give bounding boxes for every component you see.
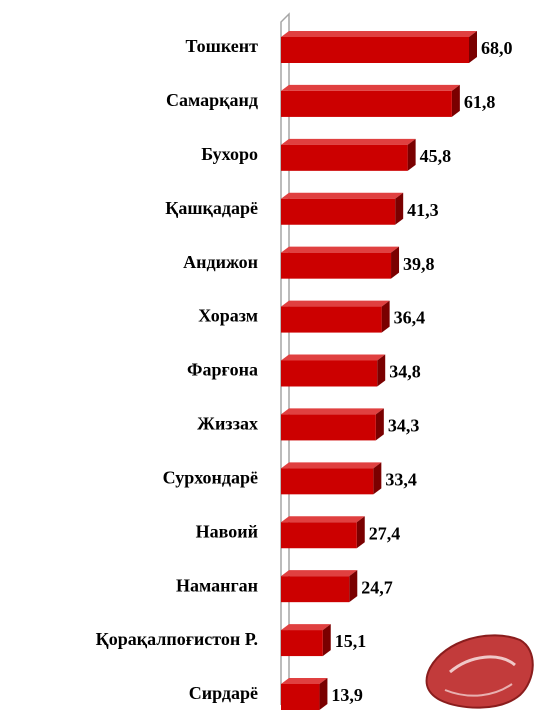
bar-top (281, 624, 331, 630)
bar (281, 522, 357, 548)
bar-top (281, 516, 365, 522)
value-label: 34,8 (389, 362, 421, 382)
category-label: Сурхондарё (163, 467, 258, 487)
value-label: 41,3 (407, 200, 439, 220)
meat-illustration (427, 635, 533, 707)
value-label: 36,4 (394, 308, 426, 328)
bar-top (281, 408, 384, 414)
value-label: 68,0 (481, 38, 513, 58)
bar (281, 145, 408, 171)
bar (281, 91, 452, 117)
category-label: Тошкент (185, 36, 258, 56)
value-label: 34,3 (388, 416, 420, 436)
bar-top (281, 139, 416, 145)
bar-top (281, 462, 381, 468)
value-label: 24,7 (361, 577, 393, 597)
value-label: 27,4 (369, 523, 401, 543)
category-label: Хоразм (198, 306, 258, 326)
bar (281, 199, 395, 225)
bar (281, 361, 377, 387)
bar-top (281, 355, 385, 361)
bar (281, 630, 323, 656)
value-label: 61,8 (464, 92, 496, 112)
category-label: Наманган (176, 575, 258, 595)
bar-top (281, 193, 403, 199)
bar-top (281, 678, 327, 684)
meat (427, 635, 533, 707)
category-label: Жиззах (197, 414, 258, 434)
category-label: Андижон (183, 252, 258, 272)
value-label: 15,1 (335, 631, 367, 651)
bar-top (281, 570, 357, 576)
bar (281, 253, 391, 279)
category-label: Бухоро (201, 144, 258, 164)
category-label: Самарқанд (166, 90, 258, 110)
bar (281, 468, 373, 494)
category-label: Фарғона (187, 360, 258, 380)
chart: Тошкент 68,0 Самарқанд 61,8 Бухоро 45,8 Қашқад… (0, 0, 538, 715)
bar (281, 37, 469, 63)
category-label: Навоий (196, 521, 258, 541)
bar-top (281, 247, 399, 253)
bar (281, 307, 382, 333)
bar (281, 576, 349, 602)
category-label: Сирдарё (189, 683, 258, 703)
bar (281, 684, 319, 710)
value-label: 45,8 (420, 146, 452, 166)
bar-top (281, 31, 477, 37)
value-label: 39,8 (403, 254, 435, 274)
bar-top (281, 85, 460, 91)
value-label: 33,4 (385, 469, 417, 489)
value-label: 13,9 (331, 685, 363, 705)
category-label: Қашқадарё (165, 198, 258, 218)
bar (281, 414, 376, 440)
category-label: Қорақалпоғистон Р. (96, 629, 258, 649)
bar-top (281, 301, 390, 307)
